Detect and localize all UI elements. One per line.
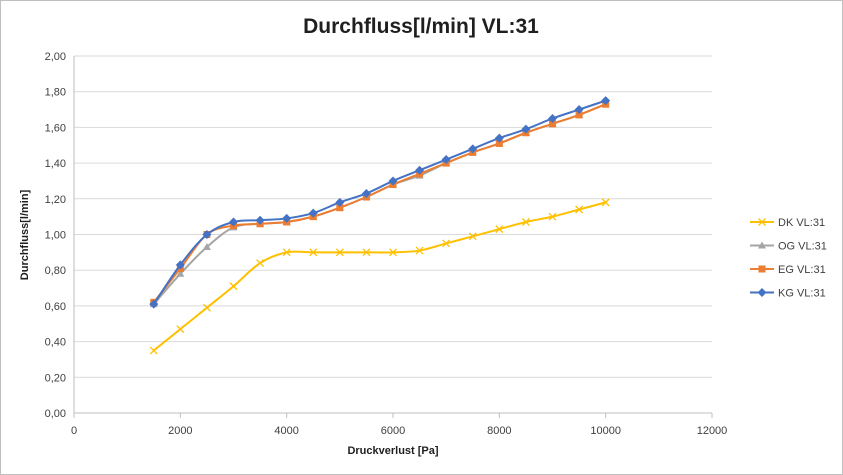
data-point xyxy=(601,198,610,207)
series-line xyxy=(152,103,607,303)
grid xyxy=(74,55,712,378)
series-line xyxy=(152,103,607,305)
series-line xyxy=(152,99,606,305)
data-point xyxy=(309,248,318,257)
data-point xyxy=(468,232,477,241)
data-point xyxy=(335,248,344,257)
legend-label: DK VL:31 xyxy=(778,217,825,229)
x-tick-label: 10000 xyxy=(590,425,621,437)
data-point xyxy=(548,113,557,123)
data-point xyxy=(415,246,424,255)
data-point xyxy=(601,96,611,106)
y-tick-label: 1,60 xyxy=(45,122,66,134)
series-layer xyxy=(149,96,611,355)
data-point xyxy=(336,204,344,212)
data-point xyxy=(175,260,185,270)
data-point xyxy=(335,197,345,207)
series-0 xyxy=(149,198,610,355)
data-point xyxy=(229,217,238,227)
data-point xyxy=(176,325,185,334)
data-point xyxy=(521,218,530,226)
x-tick-label: 2000 xyxy=(168,425,192,437)
y-tick-labels: 0,00 0,20 0,40 0,60 0,80 1,00 1,20 1,40 1,60 1,80… xyxy=(45,51,66,420)
data-point xyxy=(308,208,318,218)
y-tick-label: 1,80 xyxy=(45,87,66,99)
legend-label: KG VL:31 xyxy=(778,288,826,300)
data-point xyxy=(495,139,503,147)
legend-label: EG VL:31 xyxy=(778,264,826,276)
legend-label: OG VL:31 xyxy=(778,241,827,253)
data-point xyxy=(149,299,159,309)
y-tick-label: 0,80 xyxy=(45,265,66,277)
legend-marker xyxy=(758,241,766,249)
data-point xyxy=(548,212,557,221)
legend-marker xyxy=(757,288,767,297)
data-point xyxy=(495,225,504,234)
data-point xyxy=(389,248,397,257)
data-point xyxy=(521,124,531,134)
data-point xyxy=(176,269,185,277)
x-tick-labels: 0 2000 4000 6000 8000 10000 12000 xyxy=(71,425,727,437)
data-point xyxy=(468,144,478,154)
x-tick-label: 4000 xyxy=(274,425,298,437)
legend-marker xyxy=(758,218,766,226)
y-tick-label: 0,60 xyxy=(45,301,66,313)
data-point xyxy=(494,133,504,143)
y-tick-label: 1,20 xyxy=(45,194,66,206)
data-point xyxy=(441,155,451,165)
data-point xyxy=(256,259,265,268)
legend-item: DK VL:31 xyxy=(750,217,825,229)
y-tick-label: 0,20 xyxy=(45,372,66,384)
axes xyxy=(73,56,713,418)
data-point xyxy=(282,213,292,223)
data-point xyxy=(202,242,211,250)
legend-item: EG VL:31 xyxy=(750,264,826,276)
data-point xyxy=(149,346,158,355)
series-3 xyxy=(149,96,611,309)
y-tick-label: 0,00 xyxy=(45,408,66,420)
chart-title: Durchfluss[l/min] VL:31 xyxy=(303,15,539,38)
legend: DK VL:31 OG VL:31 EG VL:31 KG VL:31 xyxy=(750,217,827,300)
legend-item: KG VL:31 xyxy=(750,288,826,300)
x-tick-label: 6000 xyxy=(381,425,405,437)
y-axis-label: Durchfluss[l/min] xyxy=(19,189,31,280)
data-point xyxy=(282,248,291,257)
data-point xyxy=(415,165,425,175)
data-point xyxy=(362,248,371,257)
legend-item: OG VL:31 xyxy=(750,241,827,253)
series-2 xyxy=(150,100,610,306)
x-tick-label: 12000 xyxy=(697,425,728,437)
x-tick-label: 0 xyxy=(71,425,77,437)
data-point xyxy=(202,230,212,239)
data-point xyxy=(574,105,584,115)
data-point xyxy=(575,205,584,214)
data-point xyxy=(388,176,398,186)
data-point xyxy=(229,282,238,291)
data-point xyxy=(575,111,583,119)
data-point xyxy=(442,239,451,248)
x-axis-label: Druckverlust [Pa] xyxy=(347,445,438,457)
series-1 xyxy=(149,100,610,308)
y-tick-label: 1,00 xyxy=(45,230,66,242)
data-point xyxy=(549,120,556,128)
y-tick-label: 0,40 xyxy=(45,337,66,349)
data-point xyxy=(202,303,211,312)
data-point xyxy=(361,188,371,198)
data-point xyxy=(255,215,265,225)
series-line xyxy=(153,201,606,352)
x-tick-label: 8000 xyxy=(487,425,511,437)
y-tick-label: 2,00 xyxy=(45,51,66,63)
legend-marker xyxy=(758,265,766,273)
y-tick-label: 1,40 xyxy=(45,158,66,170)
